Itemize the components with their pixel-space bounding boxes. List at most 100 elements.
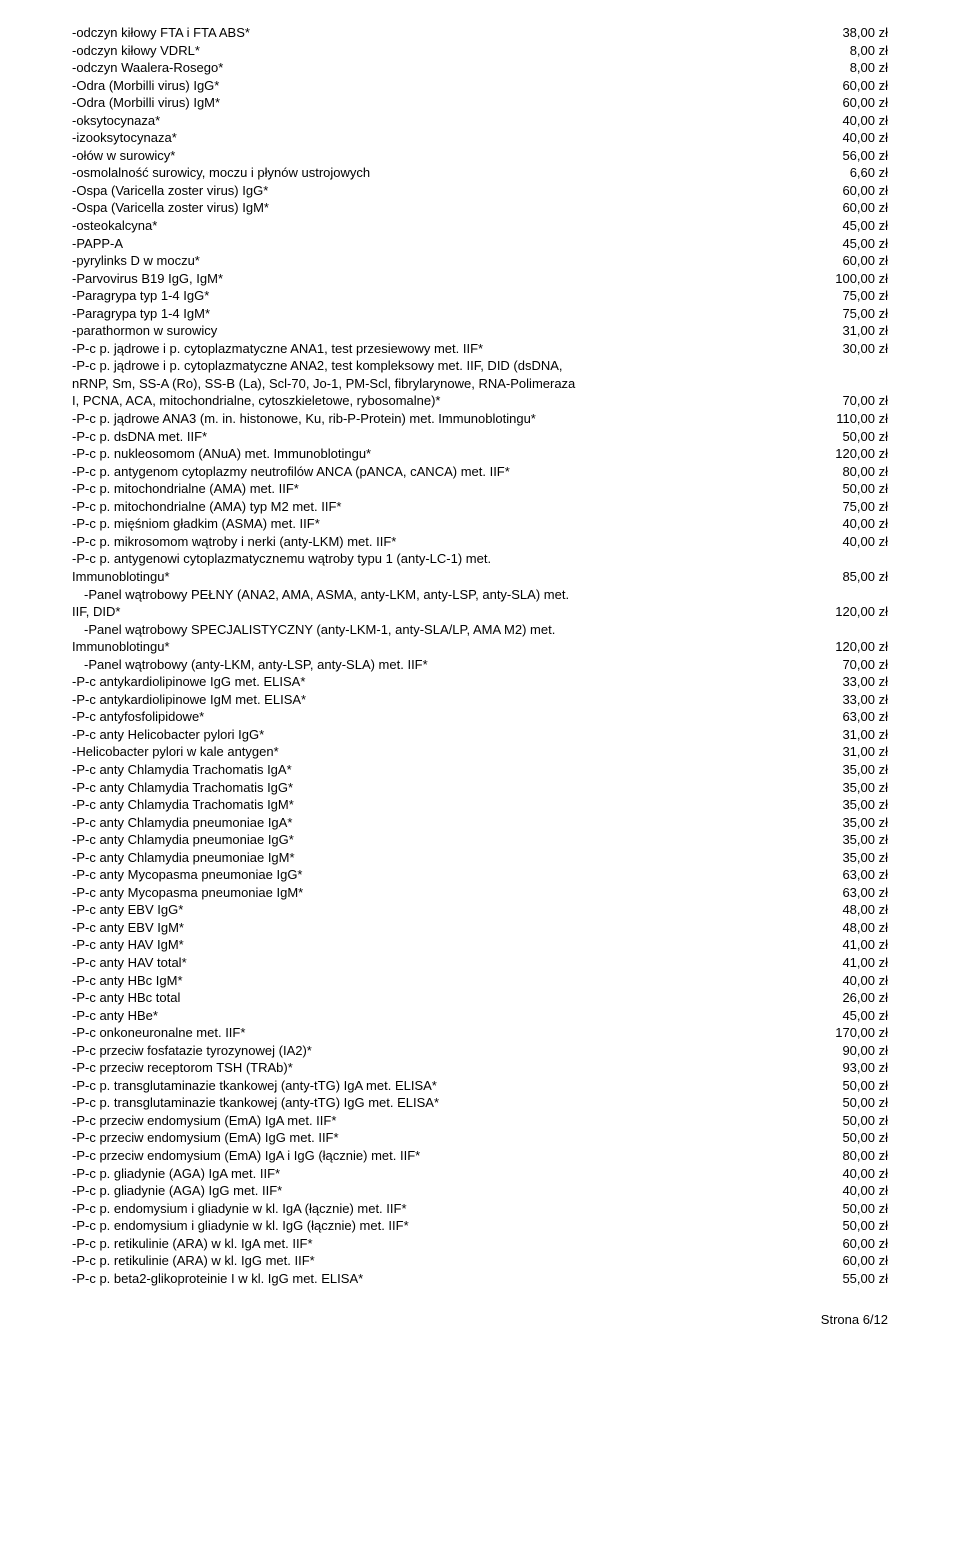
item-label: -P-c p. transglutaminazie tkankowej (ant… <box>72 1094 808 1112</box>
item-price: 56,00 zł <box>808 147 888 165</box>
item-label: -P-c p. mięśniom gładkim (ASMA) met. IIF… <box>72 515 808 533</box>
item-price: 75,00 zł <box>808 305 888 323</box>
item-price: 40,00 zł <box>808 533 888 551</box>
item-label: -Paragrypa typ 1-4 IgM* <box>72 305 808 323</box>
price-row: -P-c p. beta2-glikoproteinie I w kl. IgG… <box>72 1270 888 1288</box>
item-label: -odczyn Waalera-Rosego* <box>72 59 808 77</box>
price-row: -oksytocynaza*40,00 zł <box>72 112 888 130</box>
item-price: 80,00 zł <box>808 463 888 481</box>
price-row: -P-c przeciw endomysium (EmA) IgG met. I… <box>72 1129 888 1147</box>
price-row: -P-c p. jądrowe i p. cytoplazmatyczne AN… <box>72 357 888 375</box>
item-price: 35,00 zł <box>808 831 888 849</box>
price-row: nRNP, Sm, SS-A (Ro), SS-B (La), Scl-70, … <box>72 375 888 393</box>
item-price: 50,00 zł <box>808 1077 888 1095</box>
item-price: 63,00 zł <box>808 708 888 726</box>
item-label: -P-c anty EBV IgM* <box>72 919 808 937</box>
item-label: IIF, DID* <box>72 603 808 621</box>
price-row: -P-c anty HBc total26,00 zł <box>72 989 888 1007</box>
item-label: -osmolalność surowicy, moczu i płynów us… <box>72 164 808 182</box>
price-row: -P-c anty HBc IgM*40,00 zł <box>72 972 888 990</box>
item-price: 60,00 zł <box>808 199 888 217</box>
item-price: 90,00 zł <box>808 1042 888 1060</box>
item-price: 45,00 zł <box>808 217 888 235</box>
item-price: 33,00 zł <box>808 673 888 691</box>
price-row: -P-c anty Mycopasma pneumoniae IgG*63,00… <box>72 866 888 884</box>
item-price: 40,00 zł <box>808 972 888 990</box>
price-row: -P-c anty HAV IgM*41,00 zł <box>72 936 888 954</box>
item-label: -P-c p. endomysium i gliadynie w kl. IgG… <box>72 1217 808 1235</box>
price-row: -P-c przeciw endomysium (EmA) IgA met. I… <box>72 1112 888 1130</box>
item-price: 50,00 zł <box>808 428 888 446</box>
item-price: 35,00 zł <box>808 796 888 814</box>
price-row: -P-c antykardiolipinowe IgM met. ELISA*3… <box>72 691 888 709</box>
item-label: -Paragrypa typ 1-4 IgG* <box>72 287 808 305</box>
item-price: 40,00 zł <box>808 515 888 533</box>
price-row: -pyrylinks D w moczu*60,00 zł <box>72 252 888 270</box>
item-label: -P-c anty Chlamydia Trachomatis IgG* <box>72 779 808 797</box>
price-row: -izooksytocynaza*40,00 zł <box>72 129 888 147</box>
item-label: -Panel wątrobowy SPECJALISTYCZNY (anty-L… <box>72 621 888 639</box>
item-label: -P-c anty Mycopasma pneumoniae IgM* <box>72 884 808 902</box>
item-label: -parathormon w surowicy <box>72 322 808 340</box>
item-label: Immunoblotingu* <box>72 568 808 586</box>
item-price: 35,00 zł <box>808 779 888 797</box>
item-label: -P-c p. mitochondrialne (AMA) typ M2 met… <box>72 498 808 516</box>
price-row: -P-c anty Chlamydia Trachomatis IgM*35,0… <box>72 796 888 814</box>
item-label: -P-c p. retikulinie (ARA) w kl. IgG met.… <box>72 1252 808 1270</box>
price-row: Immunoblotingu*85,00 zł <box>72 568 888 586</box>
item-label: -P-c anty Mycopasma pneumoniae IgG* <box>72 866 808 884</box>
item-price: 55,00 zł <box>808 1270 888 1288</box>
price-row: -P-c p. jądrowe ANA3 (m. in. histonowe, … <box>72 410 888 428</box>
price-row: -P-c anty HBe*45,00 zł <box>72 1007 888 1025</box>
price-row: -P-c anty Chlamydia Trachomatis IgG*35,0… <box>72 779 888 797</box>
price-list: -odczyn kiłowy FTA i FTA ABS*38,00 zł-od… <box>72 24 888 1287</box>
item-price: 70,00 zł <box>808 392 888 410</box>
item-price: 120,00 zł <box>808 445 888 463</box>
item-label: -P-c antyfosfolipidowe* <box>72 708 808 726</box>
price-row: -P-c p. transglutaminazie tkankowej (ant… <box>72 1077 888 1095</box>
item-price: 120,00 zł <box>808 638 888 656</box>
item-label: -P-c antykardiolipinowe IgG met. ELISA* <box>72 673 808 691</box>
item-price: 50,00 zł <box>808 1200 888 1218</box>
item-label: -P-c p. nukleosomom (ANuA) met. Immunobl… <box>72 445 808 463</box>
item-label: -osteokalcyna* <box>72 217 808 235</box>
price-row: -P-c p. antygenowi cytoplazmatycznemu wą… <box>72 550 888 568</box>
item-label: -Odra (Morbilli virus) IgG* <box>72 77 808 95</box>
item-label: -Odra (Morbilli virus) IgM* <box>72 94 808 112</box>
item-label: -P-c p. beta2-glikoproteinie I w kl. IgG… <box>72 1270 808 1288</box>
item-label: -P-c przeciw endomysium (EmA) IgG met. I… <box>72 1129 808 1147</box>
price-row: -P-c p. retikulinie (ARA) w kl. IgG met.… <box>72 1252 888 1270</box>
price-row: -P-c p. dsDNA met. IIF*50,00 zł <box>72 428 888 446</box>
price-row: -Helicobacter pylori w kale antygen*31,0… <box>72 743 888 761</box>
price-row: -Ospa (Varicella zoster virus) IgG*60,00… <box>72 182 888 200</box>
item-price: 6,60 zł <box>808 164 888 182</box>
item-price: 60,00 zł <box>808 94 888 112</box>
price-row: -P-c p. gliadynie (AGA) IgG met. IIF*40,… <box>72 1182 888 1200</box>
item-price: 60,00 zł <box>808 1252 888 1270</box>
item-label: -P-c anty EBV IgG* <box>72 901 808 919</box>
item-price: 30,00 zł <box>808 340 888 358</box>
item-price: 50,00 zł <box>808 480 888 498</box>
item-price: 48,00 zł <box>808 901 888 919</box>
item-price: 41,00 zł <box>808 936 888 954</box>
item-price: 60,00 zł <box>808 252 888 270</box>
item-label: -Panel wątrobowy PEŁNY (ANA2, AMA, ASMA,… <box>72 586 888 604</box>
item-label: -P-c przeciw fosfatazie tyrozynowej (IA2… <box>72 1042 808 1060</box>
item-price: 50,00 zł <box>808 1217 888 1235</box>
item-price: 40,00 zł <box>808 112 888 130</box>
item-label: -Panel wątrobowy (anty-LKM, anty-LSP, an… <box>72 656 808 674</box>
item-label: -P-c anty HBc IgM* <box>72 972 808 990</box>
item-price: 63,00 zł <box>808 866 888 884</box>
price-row: -P-c antyfosfolipidowe*63,00 zł <box>72 708 888 726</box>
item-label: -odczyn kiłowy FTA i FTA ABS* <box>72 24 808 42</box>
item-label: -Parvovirus B19 IgG, IgM* <box>72 270 808 288</box>
item-label: -P-c anty Chlamydia pneumoniae IgM* <box>72 849 808 867</box>
price-row: -P-c przeciw receptorom TSH (TRAb)*93,00… <box>72 1059 888 1077</box>
price-row: -ołów w surowicy*56,00 zł <box>72 147 888 165</box>
price-row: -odczyn kiłowy FTA i FTA ABS*38,00 zł <box>72 24 888 42</box>
price-row: IIF, DID*120,00 zł <box>72 603 888 621</box>
price-row: -P-c p. nukleosomom (ANuA) met. Immunobl… <box>72 445 888 463</box>
price-row: -Odra (Morbilli virus) IgM*60,00 zł <box>72 94 888 112</box>
price-row: -P-c przeciw endomysium (EmA) IgA i IgG … <box>72 1147 888 1165</box>
page-footer: Strona 6/12 <box>72 1311 888 1329</box>
